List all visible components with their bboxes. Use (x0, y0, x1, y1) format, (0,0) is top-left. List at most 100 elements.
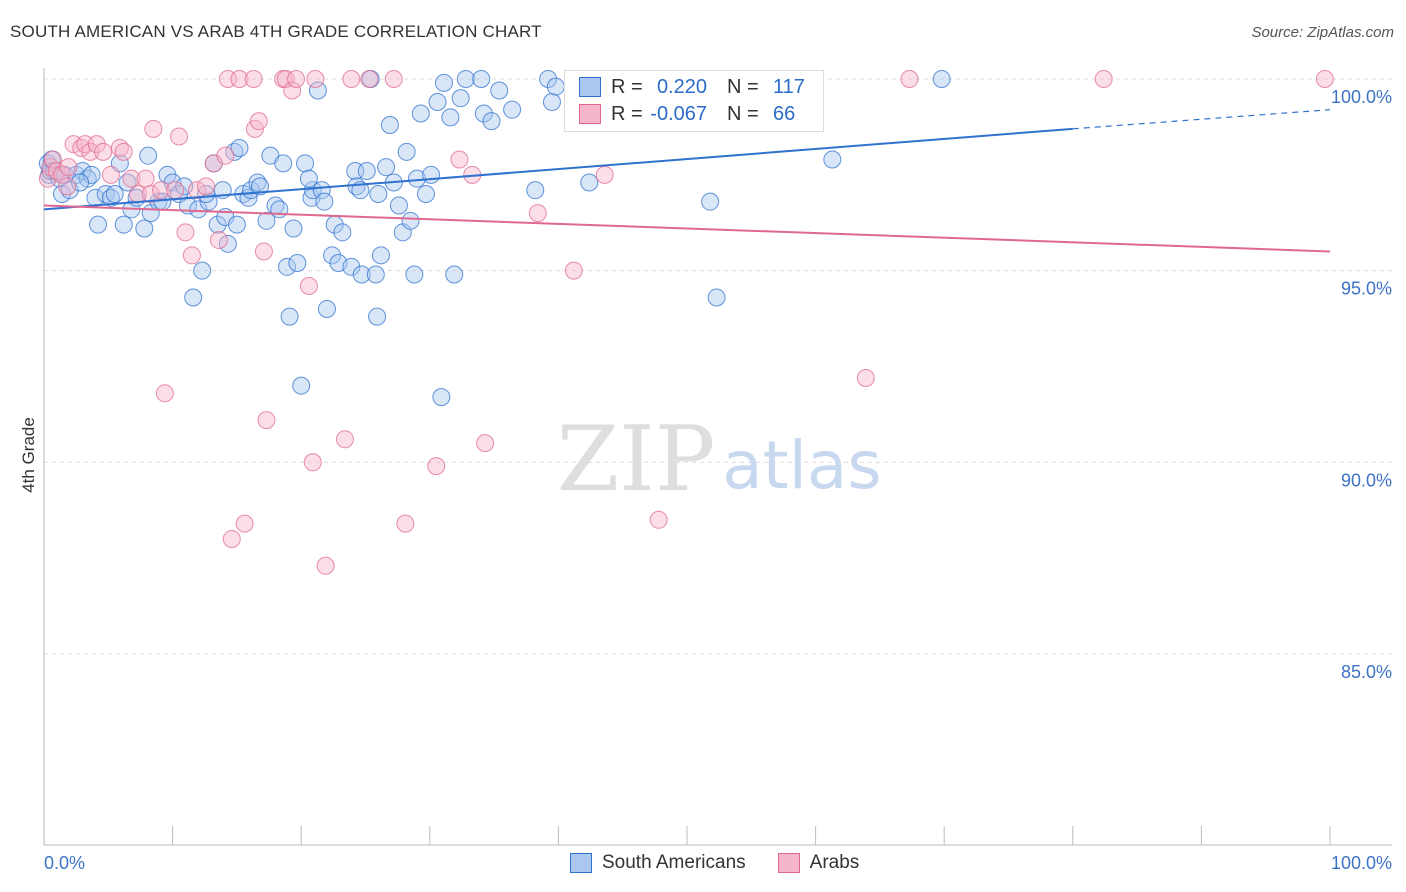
data-point-arabs (141, 184, 160, 203)
data-point-south-americans (105, 184, 124, 203)
data-point-arabs (59, 158, 78, 177)
data-point-arabs (222, 529, 241, 548)
data-point-south-americans (416, 184, 435, 203)
data-point-arabs (900, 70, 919, 88)
data-point-south-americans (580, 173, 599, 192)
data-point-south-americans (366, 265, 385, 284)
legend-item-south-americans[interactable]: South Americans (570, 852, 746, 874)
data-point-south-americans (288, 253, 307, 272)
legend-item-arabs[interactable]: Arabs (777, 852, 860, 874)
data-point-arabs (166, 181, 185, 200)
y-tick-label: 85.0% (1341, 662, 1392, 682)
legend-swatch-blue (570, 853, 592, 873)
x-tick-label: 100.0% (1331, 853, 1392, 873)
data-point-south-americans (397, 142, 416, 161)
data-point-south-americans (456, 70, 475, 88)
data-point-south-americans (932, 70, 951, 88)
data-point-south-americans (472, 70, 491, 88)
data-point-arabs (155, 384, 174, 403)
tick-labels: 100.0% 95.0% 90.0% 85.0% 0.0% 100.0% (44, 87, 1392, 873)
data-point-south-americans (823, 150, 842, 169)
data-point-south-americans (371, 246, 390, 265)
data-point-arabs (316, 556, 335, 575)
data-point-arabs (182, 246, 201, 265)
trend-line-south-americans (43, 127, 1073, 211)
data-point-south-americans (184, 288, 203, 307)
data-point-arabs (649, 510, 668, 529)
data-point-arabs (101, 165, 120, 184)
data-point-arabs (254, 242, 273, 261)
data-point-arabs (287, 70, 306, 88)
data-point-south-americans (230, 138, 249, 157)
data-point-south-americans (401, 211, 420, 230)
trend-line-arabs (43, 204, 1331, 253)
data-point-arabs (81, 142, 100, 161)
data-point-arabs (244, 70, 263, 88)
data-point-arabs (360, 70, 379, 88)
data-point-south-americans (526, 181, 545, 200)
data-point-arabs (216, 146, 235, 165)
axes (43, 68, 1392, 846)
data-point-arabs (1315, 70, 1334, 88)
data-point-arabs (299, 276, 318, 295)
legend-label-arabs: Arabs (809, 852, 860, 873)
data-point-arabs (528, 204, 547, 223)
data-point-south-americans (333, 223, 352, 242)
chart-title: SOUTH AMERICAN VS ARAB 4TH GRADE CORRELA… (10, 22, 542, 41)
data-point-south-americans (280, 307, 299, 326)
data-point-arabs (1094, 70, 1113, 88)
data-point-arabs (58, 177, 77, 196)
data-point-arabs (209, 230, 228, 249)
data-point-arabs (476, 434, 495, 453)
data-point-arabs (283, 81, 302, 100)
data-point-south-americans (377, 158, 396, 177)
data-point-arabs (276, 70, 295, 88)
legend-r-label: R = (611, 75, 643, 98)
data-point-south-americans (368, 307, 387, 326)
data-point-south-americans (352, 265, 371, 284)
data-point-south-americans (251, 177, 270, 196)
series-arabs (38, 70, 1334, 575)
data-point-south-americans (490, 81, 509, 100)
data-point-south-americans (323, 246, 342, 265)
watermark-zip: ZIP (557, 407, 716, 512)
data-point-south-americans (197, 184, 216, 203)
data-point-arabs (303, 453, 322, 472)
data-point-south-americans (546, 77, 565, 96)
trend-line-south-americans-extension (1072, 109, 1331, 130)
data-point-south-americans (357, 161, 376, 180)
legend-r-value: -0.067 (650, 102, 707, 125)
y-tick-label: 100.0% (1331, 87, 1392, 107)
data-point-arabs (87, 135, 106, 154)
data-point-arabs (249, 112, 268, 131)
data-point-south-americans (89, 215, 108, 234)
data-point-south-americans (351, 181, 370, 200)
data-point-arabs (152, 181, 171, 200)
data-point-south-americans (428, 92, 447, 111)
data-point-south-americans (474, 104, 493, 123)
data-point-south-americans (451, 89, 470, 108)
x-tick-label: 0.0% (44, 853, 85, 873)
data-point-south-americans (218, 234, 237, 253)
data-point-south-americans (434, 73, 453, 92)
legend-swatch-pink (579, 104, 601, 124)
stats-legend: R = 0.220 N = 117 R = -0.067 N = 66 (564, 70, 824, 132)
legend-swatch-blue (579, 77, 601, 97)
data-point-south-americans (317, 299, 336, 318)
data-point-south-americans (114, 215, 133, 234)
data-point-south-americans (274, 154, 293, 173)
data-point-south-americans (299, 169, 318, 188)
data-point-south-americans (296, 154, 315, 173)
data-point-arabs (188, 181, 207, 200)
data-point-south-americans (503, 100, 522, 119)
watermark-atlas: atlas (722, 427, 882, 504)
data-point-south-americans (441, 108, 460, 127)
legend-r-label: R = (611, 102, 643, 125)
data-point-arabs (136, 169, 155, 188)
legend-n-value: 66 (773, 102, 796, 125)
data-point-arabs (53, 165, 72, 184)
data-point-south-americans (292, 376, 311, 395)
legend-row-arabs: R = -0.067 N = 66 (579, 102, 855, 126)
trend-lines (43, 109, 1331, 253)
data-point-south-americans (707, 288, 726, 307)
